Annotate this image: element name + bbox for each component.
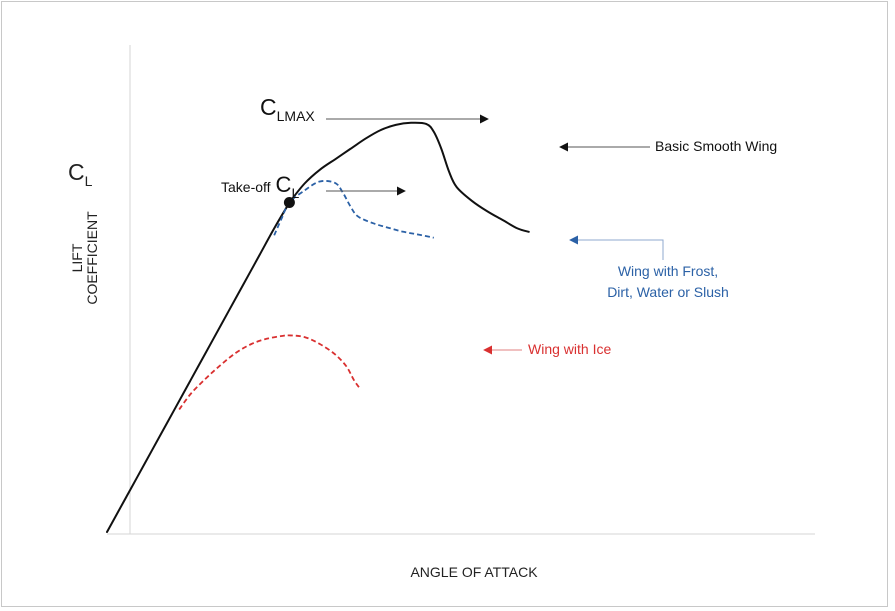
y-axis-label-line2: COEFFICIENT bbox=[84, 211, 100, 305]
frost-wing-arrow bbox=[569, 235, 664, 260]
ice-wing-label: Wing with Ice bbox=[528, 341, 611, 357]
series-wing-with-frost bbox=[273, 179, 434, 239]
y-axis-symbol: CL bbox=[68, 159, 93, 189]
takeoff-point-marker bbox=[283, 197, 295, 208]
series-basic-smooth-wing bbox=[106, 121, 530, 533]
y-axis-label-line1: LIFT bbox=[69, 243, 85, 272]
frost-wing-label-line2: Dirt, Water or Slush bbox=[607, 284, 729, 300]
takeoff-label: Take-off CL bbox=[221, 172, 299, 201]
clmax-label: CLMAX bbox=[260, 94, 315, 124]
frost-wing-label-line1: Wing with Frost, bbox=[618, 263, 718, 279]
series-wing-with-ice bbox=[178, 334, 361, 411]
smooth-wing-label: Basic Smooth Wing bbox=[655, 138, 777, 154]
x-axis-label: ANGLE OF ATTACK bbox=[410, 564, 538, 580]
